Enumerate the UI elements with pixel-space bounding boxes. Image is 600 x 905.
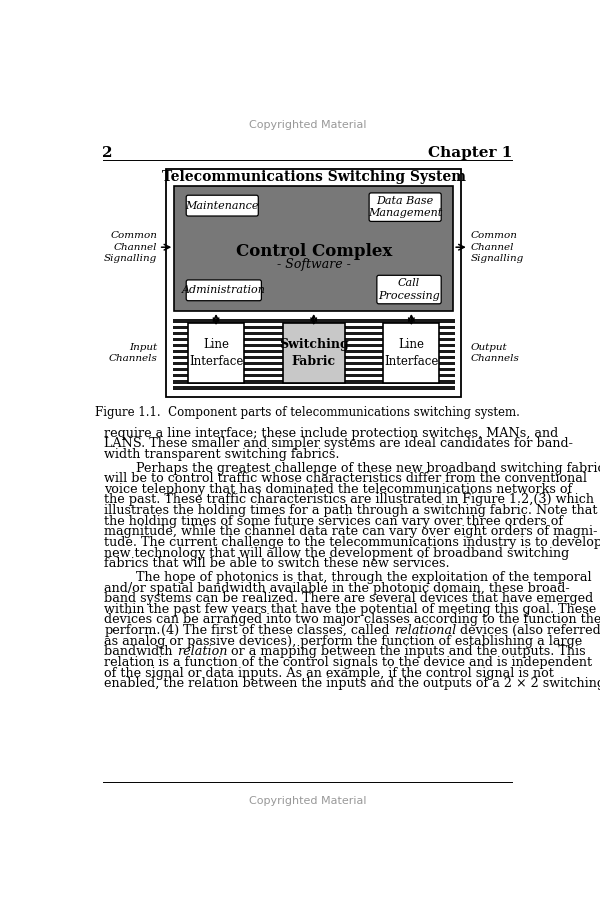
Text: tude. The current challenge to the telecommunications industry is to develop: tude. The current challenge to the telec…	[104, 536, 600, 549]
Text: Perhaps the greatest challenge of these new broadband switching fabrics: Perhaps the greatest challenge of these …	[104, 462, 600, 474]
Text: enabled, the relation between the inputs and the outputs of a 2 × 2 switching: enabled, the relation between the inputs…	[104, 677, 600, 691]
Bar	[173, 359, 455, 362]
Text: or a mapping between the inputs and the outputs. This: or a mapping between the inputs and the …	[227, 645, 586, 658]
Text: relation: relation	[177, 645, 227, 658]
Text: Data Base
Management: Data Base Management	[368, 196, 442, 218]
Bar	[173, 329, 455, 331]
Text: new technology that will allow the development of broadband switching: new technology that will allow the devel…	[104, 547, 570, 559]
Bar	[173, 341, 455, 344]
Bar	[166, 168, 461, 397]
Text: the holding times of some future services can vary over three orders of: the holding times of some future service…	[104, 515, 563, 528]
Text: magnitude, while the channel data rate can vary over eight orders of magni-: magnitude, while the channel data rate c…	[104, 525, 598, 538]
Text: Common
Channel
Signalling: Common Channel Signalling	[470, 232, 523, 263]
Text: and/or spatial bandwidth available in the photonic domain, these broad-: and/or spatial bandwidth available in th…	[104, 582, 570, 595]
Text: of the signal or data inputs. As an example, if the control signal is not: of the signal or data inputs. As an exam…	[104, 667, 554, 680]
Bar	[173, 317, 455, 319]
Text: - Software -: - Software -	[277, 259, 350, 272]
Bar	[173, 384, 455, 386]
Text: Maintenance: Maintenance	[185, 201, 259, 211]
Text: will be to control traffic whose characteristics differ from the conventional: will be to control traffic whose charact…	[104, 472, 587, 485]
Bar	[173, 353, 455, 356]
Bar	[173, 322, 455, 326]
Text: (4): (4)	[161, 624, 179, 637]
Text: LANS. These smaller and simpler systems are ideal candidates for band-: LANS. These smaller and simpler systems …	[104, 437, 574, 450]
FancyBboxPatch shape	[369, 193, 441, 222]
Bar	[173, 371, 455, 375]
Text: Telecommunications Switching System: Telecommunications Switching System	[162, 170, 466, 185]
Text: devices (also referred to: devices (also referred to	[456, 624, 600, 637]
Text: Input
Channels: Input Channels	[108, 343, 157, 363]
Bar	[173, 335, 455, 338]
Bar	[173, 377, 455, 380]
Text: Output
Channels: Output Channels	[470, 343, 519, 363]
Text: Chapter 1: Chapter 1	[428, 147, 513, 160]
Text: Line
Interface: Line Interface	[189, 338, 243, 367]
Text: Call
Processing: Call Processing	[378, 279, 440, 300]
Text: relation is a function of the control signals to the device and is independent: relation is a function of the control si…	[104, 656, 593, 669]
Text: The first of these classes, called: The first of these classes, called	[179, 624, 394, 637]
Bar	[173, 347, 455, 350]
FancyBboxPatch shape	[186, 280, 262, 300]
Text: The hope of photonics is that, through the exploitation of the temporal: The hope of photonics is that, through t…	[104, 571, 592, 584]
Text: fabrics that will be able to switch these new services.: fabrics that will be able to switch thes…	[104, 557, 450, 570]
Text: Copyrighted Material: Copyrighted Material	[249, 120, 366, 130]
Bar	[174, 186, 453, 311]
Text: Copyrighted Material: Copyrighted Material	[249, 796, 366, 806]
Text: bandwidth: bandwidth	[104, 645, 177, 658]
Bar	[173, 366, 455, 368]
Bar	[173, 390, 455, 393]
Text: width transparent switching fabrics.: width transparent switching fabrics.	[104, 448, 340, 461]
Text: Administration: Administration	[182, 285, 266, 295]
Bar	[383, 323, 439, 384]
Text: relational: relational	[394, 624, 456, 637]
Text: as analog or passive devices), perform the function of establishing a large: as analog or passive devices), perform t…	[104, 634, 583, 648]
Text: Line
Interface: Line Interface	[384, 338, 439, 367]
Text: the past. These traffic characteristics are illustrated in Figure 1.2,(3) which: the past. These traffic characteristics …	[104, 493, 595, 507]
FancyBboxPatch shape	[377, 275, 441, 304]
Text: require a line interface; these include protection switches, MANs, and: require a line interface; these include …	[104, 426, 559, 440]
Bar	[188, 323, 244, 384]
Text: within the past few years that have the potential of meeting this goal. These: within the past few years that have the …	[104, 603, 597, 615]
FancyBboxPatch shape	[186, 195, 258, 216]
Text: illustrates the holding times for a path through a switching fabric. Note that: illustrates the holding times for a path…	[104, 504, 598, 517]
Bar	[283, 323, 345, 384]
Text: devices can be arranged into two major classes according to the function they: devices can be arranged into two major c…	[104, 614, 600, 626]
Text: perform.: perform.	[104, 624, 161, 637]
Bar	[173, 317, 455, 390]
Text: Switching
Fabric: Switching Fabric	[279, 338, 349, 367]
Text: 2: 2	[102, 147, 113, 160]
Text: voice telephony that has dominated the telecommunications networks of: voice telephony that has dominated the t…	[104, 483, 573, 496]
Text: band systems can be realized. There are several devices that have emerged: band systems can be realized. There are …	[104, 592, 594, 605]
Text: Figure 1.1.  Component parts of telecommunications switching system.: Figure 1.1. Component parts of telecommu…	[95, 406, 520, 419]
Text: Common
Channel
Signalling: Common Channel Signalling	[104, 232, 157, 263]
Text: Control Complex: Control Complex	[236, 243, 392, 260]
